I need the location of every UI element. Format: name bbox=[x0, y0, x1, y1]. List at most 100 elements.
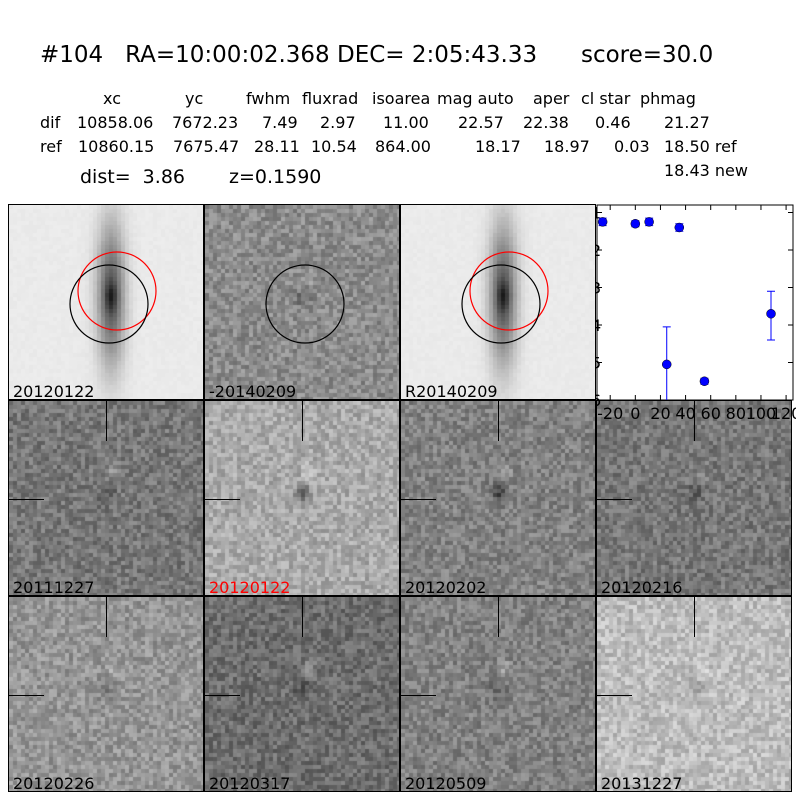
reference-aperture-circle bbox=[469, 251, 549, 331]
stamp-image bbox=[401, 205, 595, 399]
data-point bbox=[630, 219, 641, 229]
redshift-value: z=0.1590 bbox=[229, 166, 322, 188]
crosshair-horizontal bbox=[205, 499, 240, 500]
image-stamp: 20120226 bbox=[8, 596, 204, 792]
cell: 0.03 bbox=[614, 137, 650, 156]
crosshair-horizontal bbox=[9, 695, 44, 696]
y-tick-label: 26 bbox=[596, 391, 601, 410]
image-stamp: -20140209 bbox=[204, 204, 400, 400]
cell: 18.97 bbox=[544, 137, 590, 156]
reference-aperture-circle bbox=[77, 251, 157, 331]
stamp-date-label: 20120122 bbox=[209, 578, 291, 596]
x-tick-label: 40 bbox=[675, 404, 695, 423]
data-point bbox=[597, 217, 608, 227]
data-point bbox=[699, 376, 710, 386]
crosshair-horizontal bbox=[597, 695, 632, 696]
stamp-date-label: 20120202 bbox=[405, 578, 487, 596]
cell: 7675.47 bbox=[173, 137, 240, 156]
data-point bbox=[766, 290, 776, 341]
crosshair-vertical bbox=[302, 401, 303, 441]
stamp-date-label: 20120216 bbox=[601, 578, 683, 596]
stamp-image bbox=[205, 205, 399, 399]
crosshair-vertical bbox=[694, 597, 695, 637]
data-point bbox=[644, 217, 654, 227]
image-stamp: 20131227 bbox=[596, 596, 792, 792]
cell: 864.00 bbox=[375, 137, 431, 156]
cell: 7.49 bbox=[262, 113, 298, 132]
cell: 21.27 bbox=[664, 113, 710, 132]
col-header: aper bbox=[533, 89, 570, 108]
crosshair-vertical bbox=[498, 597, 499, 637]
cell: 18.50 ref bbox=[664, 137, 737, 156]
detection-aperture-circle bbox=[69, 264, 149, 344]
col-header: fluxrad bbox=[302, 89, 359, 108]
image-stamp: 20111227 bbox=[8, 400, 204, 596]
cell: 0.46 bbox=[595, 113, 631, 132]
crosshair-horizontal bbox=[401, 695, 436, 696]
crosshair-horizontal bbox=[597, 499, 632, 500]
y-tick-label: 25 bbox=[596, 354, 601, 373]
cell: 7672.23 bbox=[172, 113, 239, 132]
crosshair-vertical bbox=[498, 401, 499, 441]
col-header: yc bbox=[185, 89, 204, 108]
figure-title: #104 RA=10:00:02.368 DEC= 2:05:43.33 sco… bbox=[40, 42, 714, 68]
col-header: isoarea bbox=[372, 89, 431, 108]
detection-aperture-circle bbox=[265, 264, 345, 344]
row-label: dif bbox=[40, 113, 61, 132]
cell: 10.54 bbox=[311, 137, 357, 156]
cell: 10860.15 bbox=[78, 137, 155, 156]
row-label: ref bbox=[40, 137, 62, 156]
marker bbox=[661, 359, 672, 370]
detection-aperture-circle bbox=[461, 264, 541, 344]
x-tick-label: 20 bbox=[650, 404, 670, 423]
marker bbox=[699, 376, 710, 386]
x-tick-label: 120 bbox=[771, 404, 796, 423]
crosshair-horizontal bbox=[9, 499, 44, 500]
marker bbox=[766, 309, 776, 319]
marker bbox=[630, 219, 641, 229]
cell: 18.17 bbox=[475, 137, 521, 156]
stamp-date-label: -20140209 bbox=[209, 382, 297, 400]
stamp-date-label: 20120509 bbox=[405, 774, 487, 792]
image-stamp: 20120317 bbox=[204, 596, 400, 792]
x-tick-label: 60 bbox=[701, 404, 721, 423]
plot-frame bbox=[596, 204, 794, 401]
image-stamp: 20120202 bbox=[400, 400, 596, 596]
x-tick-label: 80 bbox=[726, 404, 746, 423]
marker bbox=[597, 217, 608, 227]
data-point bbox=[674, 222, 685, 233]
y-tick-label: 21 bbox=[596, 204, 601, 223]
dist-value: dist= 3.86 bbox=[80, 166, 185, 188]
image-stamp: 20120509 bbox=[400, 596, 596, 792]
stamp-date-label: 20120122 bbox=[13, 382, 95, 400]
crosshair-vertical bbox=[106, 401, 107, 441]
stamp-date-label: 20120317 bbox=[209, 774, 291, 792]
stamp-date-label: 20111227 bbox=[13, 578, 95, 596]
crosshair-vertical bbox=[106, 597, 107, 637]
x-tick-label: -20 bbox=[597, 404, 623, 423]
stamp-date-label: R20140209 bbox=[405, 382, 498, 400]
cell: 2.97 bbox=[320, 113, 356, 132]
stamp-date-label: 20120226 bbox=[13, 774, 95, 792]
col-header: mag auto bbox=[437, 89, 514, 108]
crosshair-vertical bbox=[694, 401, 695, 441]
marker bbox=[644, 217, 654, 227]
image-stamp: 20120122 bbox=[204, 400, 400, 596]
x-tick-label: 100 bbox=[746, 404, 777, 423]
stamp-image bbox=[9, 205, 203, 399]
stamp-date-label: 20131227 bbox=[601, 774, 683, 792]
data-point bbox=[661, 326, 672, 400]
y-tick-label: 22 bbox=[596, 241, 601, 260]
light-curve-plot: 21 22 23 24 25 26-20 0 20 40 60 80100120 bbox=[596, 204, 796, 423]
col-header: fwhm bbox=[246, 89, 291, 108]
x-tick-label: 0 bbox=[630, 404, 640, 423]
y-tick-label: 24 bbox=[596, 316, 601, 335]
crosshair-vertical bbox=[302, 597, 303, 637]
image-stamp: 20120122 bbox=[8, 204, 204, 400]
col-header: phmag bbox=[640, 89, 696, 108]
phmag-new: 18.43 new bbox=[664, 161, 748, 180]
cell: 22.57 bbox=[458, 113, 504, 132]
cell: 11.00 bbox=[383, 113, 429, 132]
cell: 22.38 bbox=[523, 113, 569, 132]
